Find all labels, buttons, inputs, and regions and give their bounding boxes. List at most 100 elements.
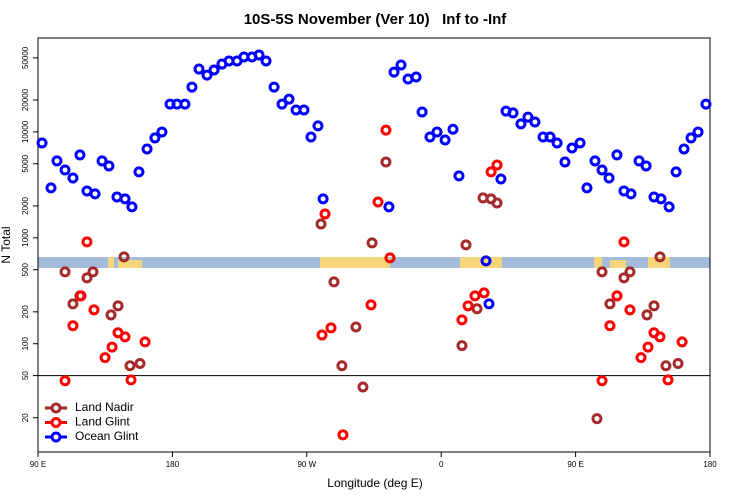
data-point [372, 196, 384, 208]
data-point [388, 66, 400, 78]
data-point [208, 64, 220, 76]
data-point [201, 69, 213, 81]
data-point [365, 299, 377, 311]
data-point [298, 104, 310, 116]
data-point [611, 290, 623, 302]
data-point [456, 340, 468, 352]
data-point [317, 193, 329, 205]
y-axis-label: N Total [0, 226, 13, 263]
data-point [604, 320, 616, 332]
data-point [439, 134, 451, 146]
data-point [663, 201, 675, 213]
data-point [660, 360, 672, 372]
data-point [670, 166, 682, 178]
data-point [471, 303, 483, 315]
data-point [119, 331, 131, 343]
data-point [641, 309, 653, 321]
data-point [74, 149, 86, 161]
data-point [179, 98, 191, 110]
data-point [119, 193, 131, 205]
data-point [305, 131, 317, 143]
data-point [640, 160, 652, 172]
data-point [59, 164, 71, 176]
data-point [67, 298, 79, 310]
data-point [366, 237, 378, 249]
x-tick-label: 180 [166, 460, 180, 469]
data-point [67, 172, 79, 184]
data-point [253, 49, 265, 61]
data-point [416, 106, 428, 118]
data-point [105, 309, 117, 321]
data-point [495, 173, 507, 185]
data-point [383, 201, 395, 213]
data-point [507, 107, 519, 119]
y-tick-label: 100 [21, 337, 30, 351]
y-tick-label: 200 [21, 305, 30, 319]
data-point [350, 321, 362, 333]
chart-title: 10S-5S November (Ver 10) Inf to -Inf [244, 11, 508, 28]
data-point [337, 429, 349, 441]
plot-frame [37, 37, 711, 453]
y-tick-label: 20 [21, 413, 30, 422]
data-point [81, 236, 93, 248]
data-point [515, 118, 527, 130]
data-point [395, 59, 407, 71]
data-point [106, 341, 118, 353]
data-point [384, 252, 396, 264]
data-point [462, 300, 474, 312]
data-point [611, 149, 623, 161]
data-point [424, 131, 436, 143]
data-point [283, 93, 295, 105]
land-patch [320, 257, 390, 268]
data-point [480, 255, 492, 267]
data-point [685, 132, 697, 144]
data-point [380, 156, 392, 168]
data-point [357, 381, 369, 393]
data-point [633, 155, 645, 167]
data-point [336, 360, 348, 372]
data-point [141, 143, 153, 155]
data-point [133, 166, 145, 178]
legend-label: Ocean Glint [75, 429, 139, 443]
data-point [149, 132, 161, 144]
data-point [88, 304, 100, 316]
legend-marker [50, 402, 62, 414]
data-point [328, 276, 340, 288]
data-point [522, 111, 534, 123]
data-point [574, 137, 586, 149]
y-tick-label: 10000 [21, 120, 30, 143]
data-point [655, 193, 667, 205]
data-point [596, 164, 608, 176]
data-point [491, 159, 503, 171]
data-point [81, 272, 93, 284]
data-point [410, 71, 422, 83]
data-point [126, 201, 138, 213]
data-point [319, 208, 331, 220]
data-point [559, 156, 571, 168]
land-patch [594, 257, 602, 268]
data-point [134, 358, 146, 370]
data-point [453, 170, 465, 182]
y-tick-label: 50000 [21, 46, 30, 69]
data-point [268, 81, 280, 93]
data-point [193, 63, 205, 75]
land-patch [118, 260, 142, 268]
data-point [618, 236, 630, 248]
data-point [118, 251, 130, 263]
legend-label: Land Nadir [75, 400, 134, 414]
data-point [325, 322, 337, 334]
data-point [260, 55, 272, 67]
data-point [51, 155, 63, 167]
data-point [478, 287, 490, 299]
data-point [678, 143, 690, 155]
data-point [59, 375, 71, 387]
land-patch [108, 257, 114, 268]
data-point [676, 336, 688, 348]
data-point [618, 272, 630, 284]
data-point [603, 172, 615, 184]
data-point [589, 155, 601, 167]
data-point [635, 352, 647, 364]
data-point [431, 126, 443, 138]
land-patch [648, 257, 670, 268]
